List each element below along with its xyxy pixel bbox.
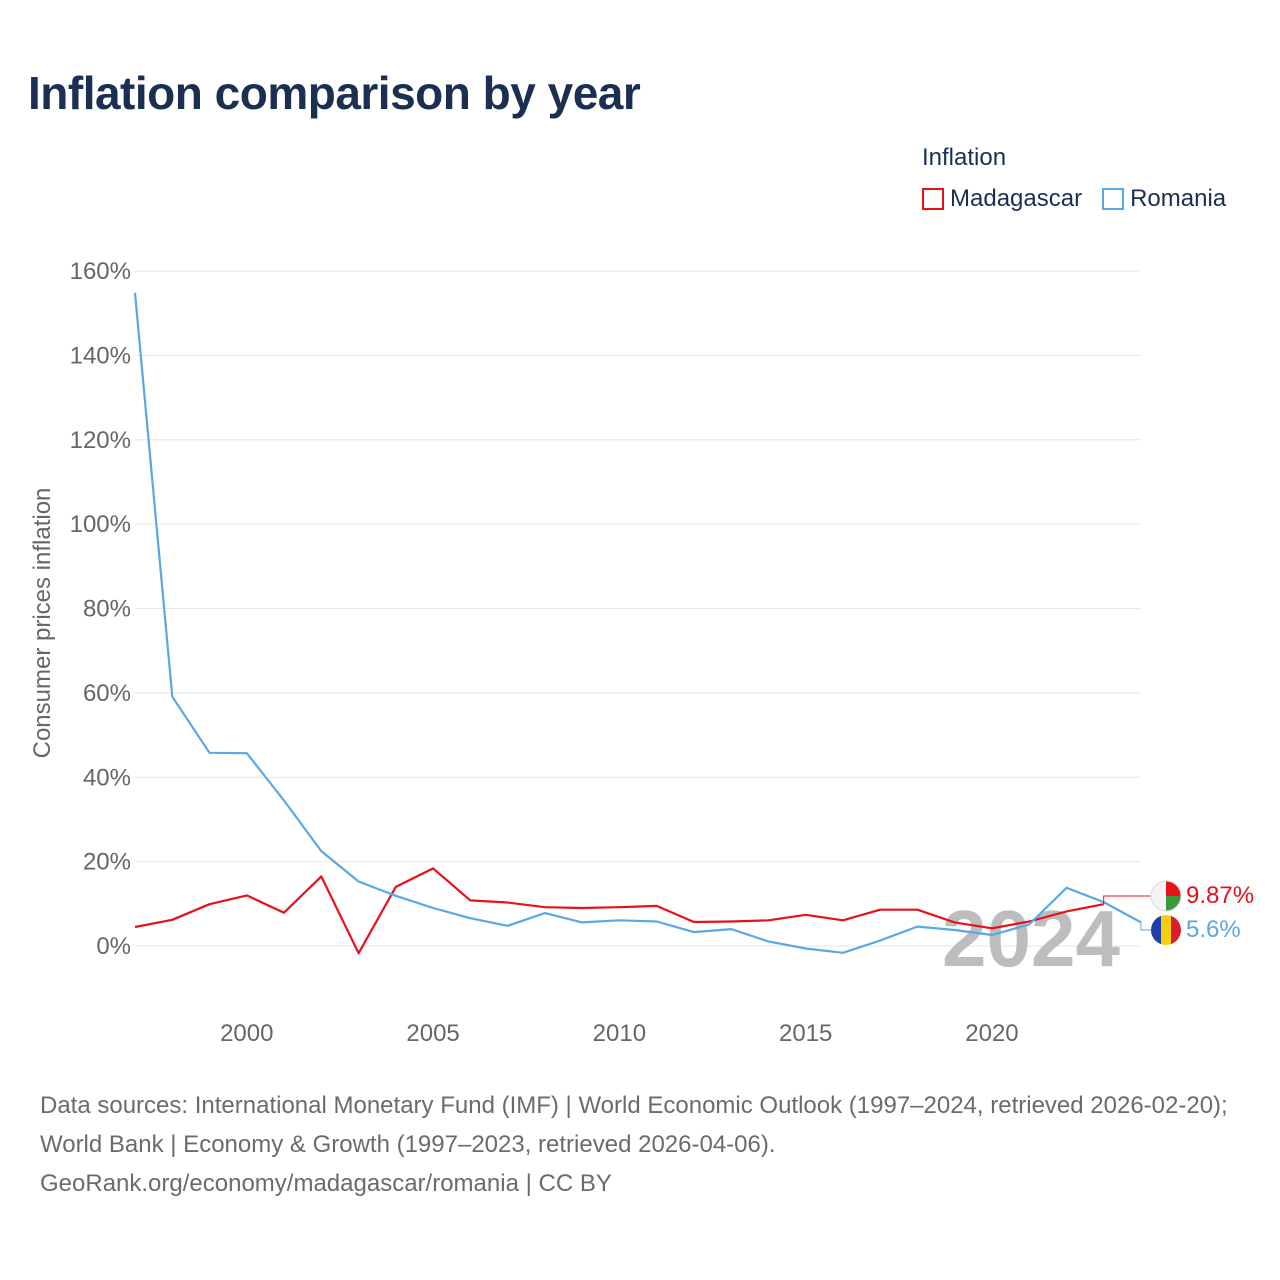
- data-sources: Data sources: International Monetary Fun…: [40, 1092, 1228, 1158]
- legend-label-romania: Romania: [1130, 185, 1227, 212]
- legend-item-madagascar[interactable]: Madagascar: [922, 185, 1082, 213]
- x-tick-label: 2005: [406, 1020, 459, 1047]
- legend-item-romania[interactable]: Romania: [1102, 185, 1226, 213]
- gridlines: [135, 270, 1141, 947]
- y-tick-label: 60%: [83, 680, 131, 707]
- flag-romania-icon: [1151, 915, 1181, 945]
- footer: Data sources: International Monetary Fun…: [40, 1086, 1250, 1203]
- series-line-madagascar: [134, 867, 1104, 955]
- y-axis-label: Consumer prices inflation: [29, 488, 56, 759]
- line-chart: 0%20%40%60%80%100%120%140%160% 2000 2005 2…: [29, 258, 1254, 1047]
- y-tick-label: 0%: [96, 933, 131, 960]
- leader-line-madagascar: [1103, 895, 1151, 905]
- series-lines: [133, 292, 1151, 955]
- end-label-romania: 5.6%: [1186, 916, 1241, 943]
- y-tick-label: 100%: [70, 511, 131, 538]
- y-tick-label: 140%: [70, 342, 131, 369]
- x-tick-label: 2020: [965, 1020, 1018, 1047]
- y-tick-label: 20%: [83, 849, 131, 876]
- legend: Madagascar Romania: [922, 185, 1226, 213]
- legend-swatch-madagascar: [922, 188, 944, 210]
- x-tick-label: 2000: [220, 1020, 273, 1047]
- legend-swatch-romania: [1102, 188, 1125, 210]
- y-tick-label: 80%: [83, 596, 131, 623]
- x-axis-ticks: 2000 2005 2010 2015 2020: [220, 1020, 1019, 1047]
- y-tick-label: 120%: [70, 427, 131, 454]
- y-tick-label: 160%: [70, 258, 131, 285]
- x-tick-label: 2010: [593, 1020, 646, 1047]
- credit-link[interactable]: GeoRank.org/economy/madagascar/romania |…: [40, 1170, 612, 1197]
- flag-madagascar-icon: [1150, 880, 1182, 912]
- series-line-romania: [133, 292, 1142, 954]
- y-tick-label: 40%: [83, 764, 131, 791]
- legend-label-madagascar: Madagascar: [950, 185, 1083, 212]
- y-axis-ticks: 0% 20% 40% 60% 80% 100% 120% 140% 160%: [70, 258, 131, 960]
- x-tick-label: 2015: [779, 1020, 832, 1047]
- end-label-madagascar: 9.87%: [1186, 882, 1254, 909]
- end-markers: 9.87% 5.6%: [1150, 880, 1254, 945]
- chart-title: Inflation comparison by year: [28, 67, 641, 119]
- year-watermark: 2024: [942, 894, 1120, 983]
- legend-title: Inflation: [922, 144, 1007, 171]
- leader-line-romania: [1140, 922, 1151, 931]
